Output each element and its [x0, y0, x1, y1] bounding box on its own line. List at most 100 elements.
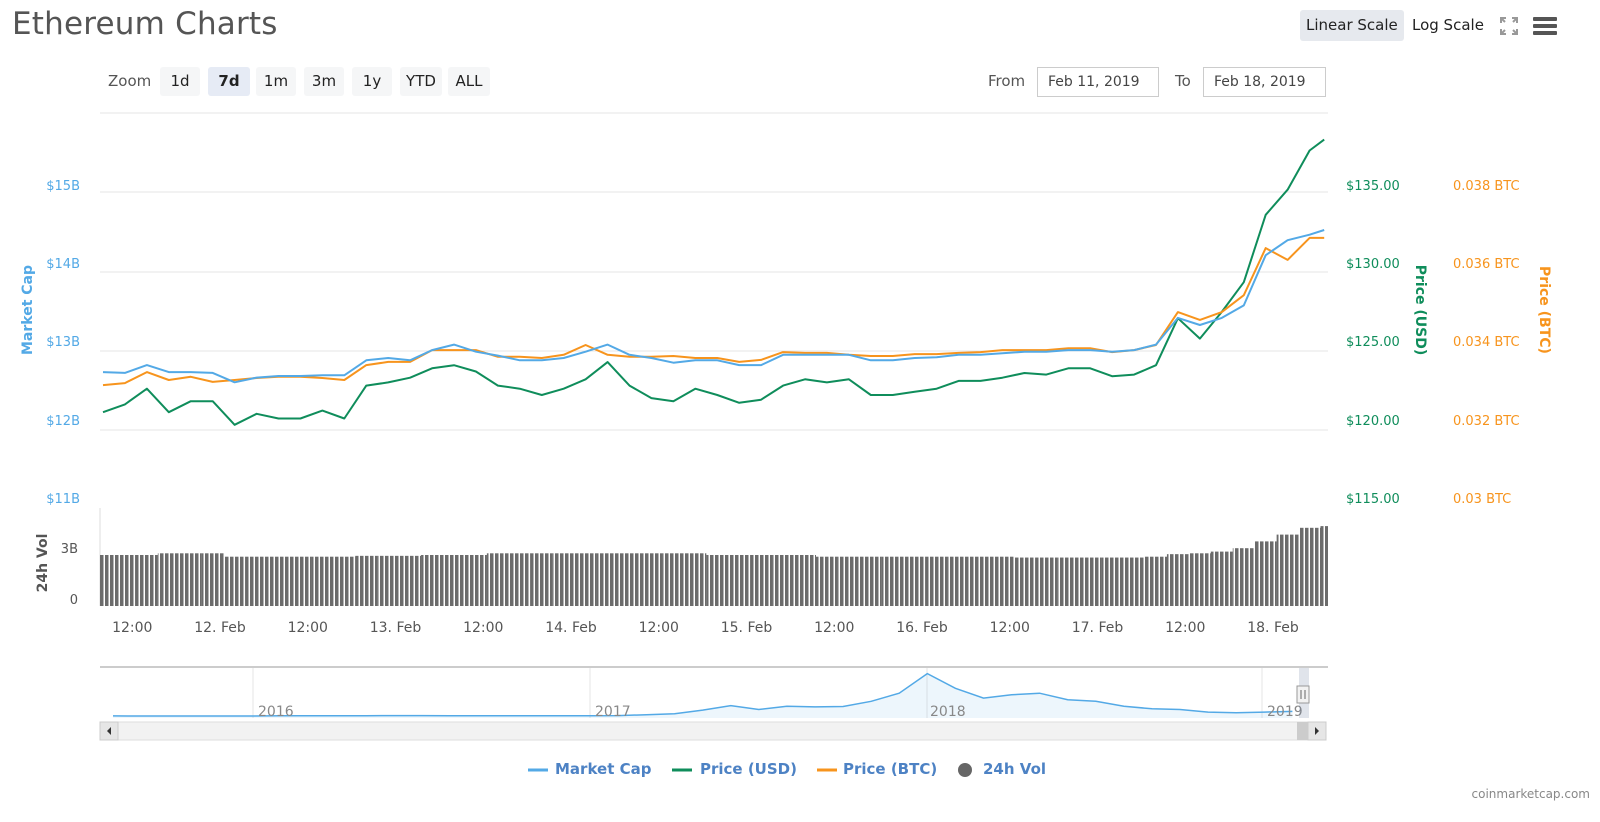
volume-bar [837, 556, 860, 606]
volume-bar [662, 553, 685, 606]
volume-bar [947, 556, 970, 606]
arrow-left-icon [107, 727, 111, 735]
btc-tick: 0.03 BTC [1453, 492, 1511, 507]
volume-bar [640, 553, 663, 606]
volume-bar [618, 553, 641, 606]
legend-price-usd[interactable]: Price (USD) [700, 760, 797, 778]
fullscreen-icon[interactable] [1500, 17, 1518, 35]
navigator-year-label: 2019 [1267, 704, 1303, 720]
to-date-input[interactable]: Feb 18, 2019 [1203, 67, 1326, 97]
mcap-tick: $15B [46, 179, 80, 194]
scrollbar[interactable] [99, 721, 1327, 741]
x-tick-label: 12:00 [814, 620, 854, 636]
btc-axis-title: Price (BTC) [1536, 266, 1552, 354]
navigator-handle[interactable] [1296, 685, 1310, 704]
volume-bar [815, 556, 838, 606]
volume-bar [1057, 557, 1080, 606]
volume-bar [991, 556, 1014, 606]
volume-bar [245, 556, 268, 606]
volume-bar [113, 555, 136, 606]
legend-24h-vol[interactable]: 24h Vol [983, 760, 1047, 778]
volume-bar [574, 553, 597, 606]
x-tick-label: 16. Feb [896, 620, 948, 636]
x-tick-label: 13. Feb [370, 620, 422, 636]
btc-tick: 0.032 BTC [1453, 414, 1520, 429]
mcap-axis-title: Market Cap [20, 265, 36, 355]
x-tick-label: 12:00 [112, 620, 152, 636]
series-lines [102, 138, 1325, 426]
volume-bar [684, 553, 707, 606]
mcap-tick: $13B [46, 335, 80, 350]
legend-price-btc[interactable]: Price (BTC) [843, 760, 938, 778]
zoom-1m-button[interactable]: 1m [256, 67, 296, 96]
credit-link[interactable]: coinmarketcap.com [1471, 787, 1590, 801]
volume-bar [201, 553, 224, 606]
x-tick-label: 12:00 [288, 620, 328, 636]
log-scale-button[interactable]: Log Scale [1412, 16, 1484, 34]
linear-scale-button[interactable]: Linear Scale [1300, 10, 1404, 41]
zoom-all-button[interactable]: ALL [448, 67, 490, 96]
scrollbar-thumb[interactable] [1297, 722, 1309, 740]
volume-tick: 3B [61, 542, 78, 557]
from-date-input[interactable]: Feb 11, 2019 [1037, 67, 1159, 97]
mcap-tick: $14B [46, 257, 80, 272]
price-usd-line[interactable] [102, 138, 1325, 426]
volume-bar [377, 555, 400, 606]
volume-bar [881, 556, 904, 606]
volume-bar [859, 556, 882, 606]
x-tick-label: 12:00 [990, 620, 1030, 636]
market-cap-line[interactable] [102, 229, 1325, 384]
volume-bar [772, 555, 795, 606]
x-tick-label: 12:00 [639, 620, 679, 636]
x-tick-label: 15. Feb [721, 620, 773, 636]
btc-tick: 0.036 BTC [1453, 257, 1520, 272]
to-label: To [1175, 72, 1191, 90]
menu-icon[interactable] [1533, 16, 1557, 36]
x-tick-label: 12. Feb [194, 620, 246, 636]
zoom-ytd-button[interactable]: YTD [400, 67, 442, 96]
volume-bar [1232, 548, 1255, 606]
volume-bar [443, 555, 465, 606]
x-tick-label: 12:00 [1165, 620, 1205, 636]
navigator-year-label: 2016 [258, 704, 294, 720]
navigator-line [112, 672, 1293, 717]
volume-bar [925, 556, 948, 606]
zoom-7d-button[interactable]: 7d [208, 67, 250, 96]
usd-axis-title: Price (USD) [1412, 265, 1428, 356]
zoom-label: Zoom [108, 72, 152, 90]
legend-volume-circle-icon [958, 763, 972, 777]
zoom-1y-button[interactable]: 1y [352, 67, 392, 96]
navigator-area [113, 673, 1293, 718]
navigator[interactable]: 2016 2017 2018 2019 [100, 666, 1328, 720]
volume-bar [355, 555, 378, 606]
from-label: From [988, 72, 1026, 90]
zoom-3m-button[interactable]: 3m [304, 67, 344, 96]
volume-bar [311, 556, 334, 606]
volume-bar [596, 553, 619, 606]
volume-bar [750, 555, 773, 606]
volume-bar [903, 556, 926, 606]
volume-bar [135, 555, 158, 606]
volume-bar [179, 553, 202, 606]
volume-bar [100, 555, 114, 606]
volume-bar [1101, 557, 1124, 606]
volume-bar [1145, 556, 1167, 606]
volume-bar [157, 553, 180, 606]
page-title: Ethereum Charts [12, 6, 278, 42]
volume-bar [552, 553, 575, 606]
x-tick-label: 18. Feb [1247, 620, 1299, 636]
volume-bar [1166, 554, 1189, 606]
x-tick-label: 14. Feb [545, 620, 597, 636]
mcap-tick: $11B [46, 492, 80, 507]
volume-tick: 0 [70, 593, 78, 608]
volume-bar [1188, 553, 1211, 606]
volume-bar [1013, 557, 1036, 606]
price-btc-line[interactable] [102, 236, 1325, 387]
zoom-1d-button[interactable]: 1d [160, 67, 200, 96]
volume-bar [223, 556, 246, 606]
volume-bars [100, 526, 1328, 606]
navigator-year-label: 2018 [930, 704, 966, 720]
legend-market-cap[interactable]: Market Cap [555, 760, 652, 778]
volume-bar [399, 555, 422, 606]
